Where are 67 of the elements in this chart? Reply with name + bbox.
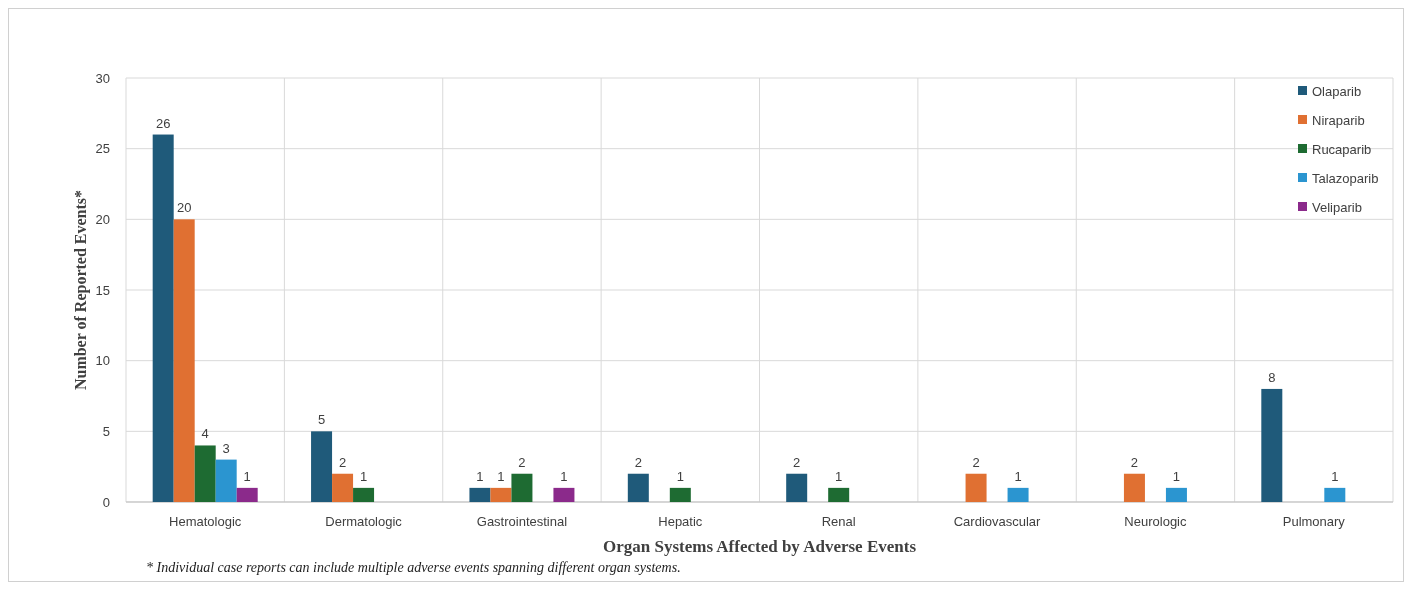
legend-label: Veliparib <box>1312 199 1362 215</box>
bar <box>173 219 195 502</box>
x-tick-label: Hepatic <box>658 514 703 529</box>
bar <box>1123 473 1145 502</box>
data-label: 1 <box>359 468 368 484</box>
data-label: 1 <box>560 468 568 484</box>
y-tick-label: 25 <box>95 141 110 157</box>
bar <box>1165 487 1187 502</box>
x-tick-label: Gastrointestinal <box>476 514 568 529</box>
legend-label: Olaparib <box>1312 83 1362 99</box>
bar <box>627 473 649 502</box>
data-label: 2 <box>972 454 980 470</box>
y-tick-label: 5 <box>102 423 110 439</box>
data-label: 1 <box>476 468 484 484</box>
y-tick-label: 15 <box>95 282 110 298</box>
data-label: 20 <box>176 200 192 216</box>
y-tick-label: 20 <box>95 211 110 227</box>
x-tick-label: Cardiovascular <box>953 514 1042 529</box>
bar <box>1324 487 1346 502</box>
bar <box>511 473 533 502</box>
bar <box>469 487 491 502</box>
bar <box>353 487 375 502</box>
bar <box>965 473 987 502</box>
y-axis-title: Number of Reported Events* <box>72 189 90 391</box>
x-tick-label: Pulmonary <box>1282 514 1346 529</box>
data-label: 2 <box>634 454 642 470</box>
bar <box>152 134 174 502</box>
data-label: 1 <box>835 468 843 484</box>
data-label: 26 <box>155 115 171 131</box>
y-tick-label: 10 <box>95 353 110 369</box>
bar <box>490 487 512 502</box>
bar <box>194 445 216 502</box>
bar <box>786 473 808 502</box>
bar <box>1007 487 1029 502</box>
data-label: 4 <box>201 426 209 442</box>
text: * Individual case reports can include multiple adverse events spanning different organ systems. <box>146 560 681 575</box>
data-label: 2 <box>793 454 801 470</box>
legend-label: Rucaparib <box>1312 141 1372 157</box>
data-label: 1 <box>1172 468 1181 484</box>
bar <box>332 473 354 502</box>
y-tick-label: 30 <box>95 70 110 86</box>
x-tick-label: Neurologic <box>1124 514 1187 529</box>
legend-label: Talazoparib <box>1312 170 1379 186</box>
data-label: 1 <box>676 468 684 484</box>
data-label: 1 <box>1331 468 1339 484</box>
x-tick-label: Dermatologic <box>325 514 403 529</box>
data-label: 1 <box>1014 468 1022 484</box>
data-label: 2 <box>518 454 526 470</box>
data-label: 1 <box>497 468 505 484</box>
bar <box>828 487 850 502</box>
bar <box>669 487 691 502</box>
bar <box>1261 388 1283 502</box>
data-label: 5 <box>317 412 326 428</box>
bar <box>236 487 258 502</box>
bar <box>553 487 575 502</box>
data-label: 2 <box>1130 454 1139 470</box>
data-label: 8 <box>1268 369 1276 385</box>
y-tick-label: 0 <box>102 494 110 510</box>
bar <box>215 459 237 502</box>
legend-label: Niraparib <box>1312 112 1365 128</box>
x-axis-title: Organ Systems Affected by Adverse Events <box>602 537 917 556</box>
data-label: 3 <box>222 440 230 456</box>
x-tick-label: Hematologic <box>169 514 242 529</box>
data-label: 2 <box>338 454 347 470</box>
data-label: 1 <box>243 468 251 484</box>
bar <box>311 431 333 502</box>
x-tick-label: Renal <box>821 514 856 529</box>
